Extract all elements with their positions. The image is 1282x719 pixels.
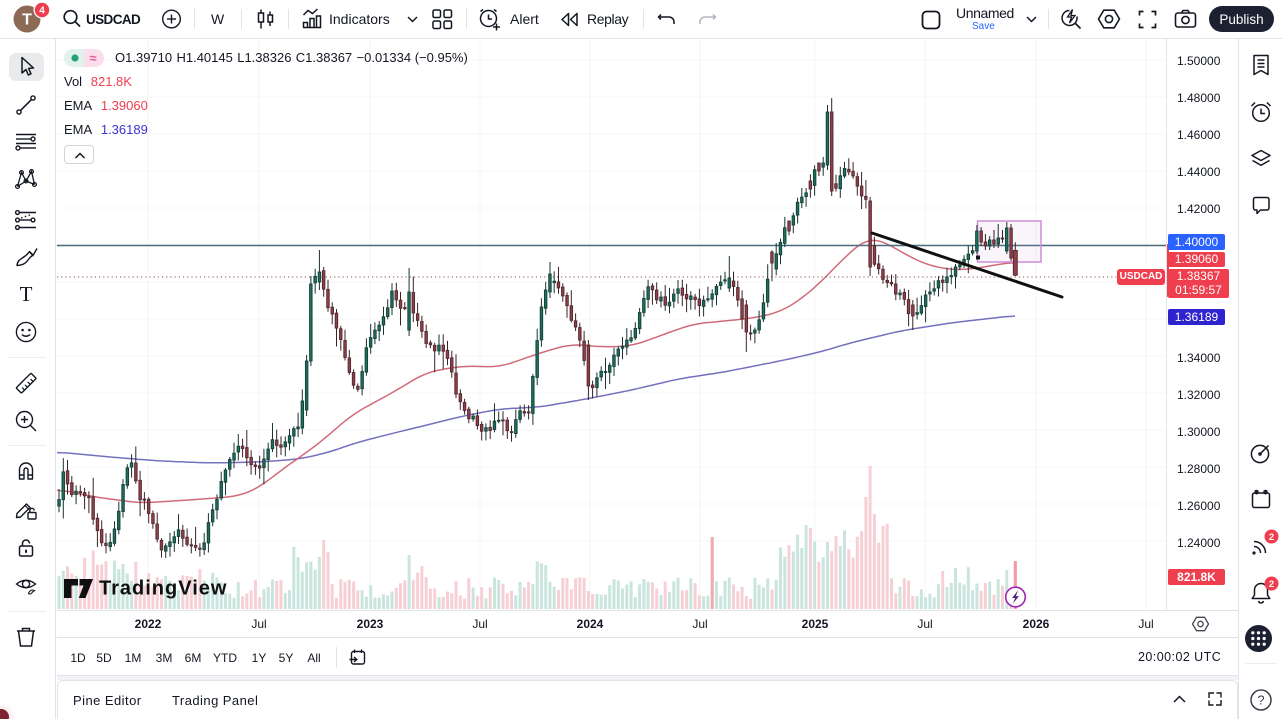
- svg-text:≈: ≈: [89, 51, 96, 66]
- svg-text:T: T: [22, 12, 32, 29]
- svg-text:2: 2: [1269, 532, 1274, 543]
- svg-text:4: 4: [39, 6, 45, 17]
- svg-text:T: T: [20, 282, 33, 306]
- svg-text:?: ?: [1257, 693, 1264, 708]
- svg-text:2: 2: [1269, 579, 1274, 590]
- svg-text:TradingView: TradingView: [99, 578, 227, 600]
